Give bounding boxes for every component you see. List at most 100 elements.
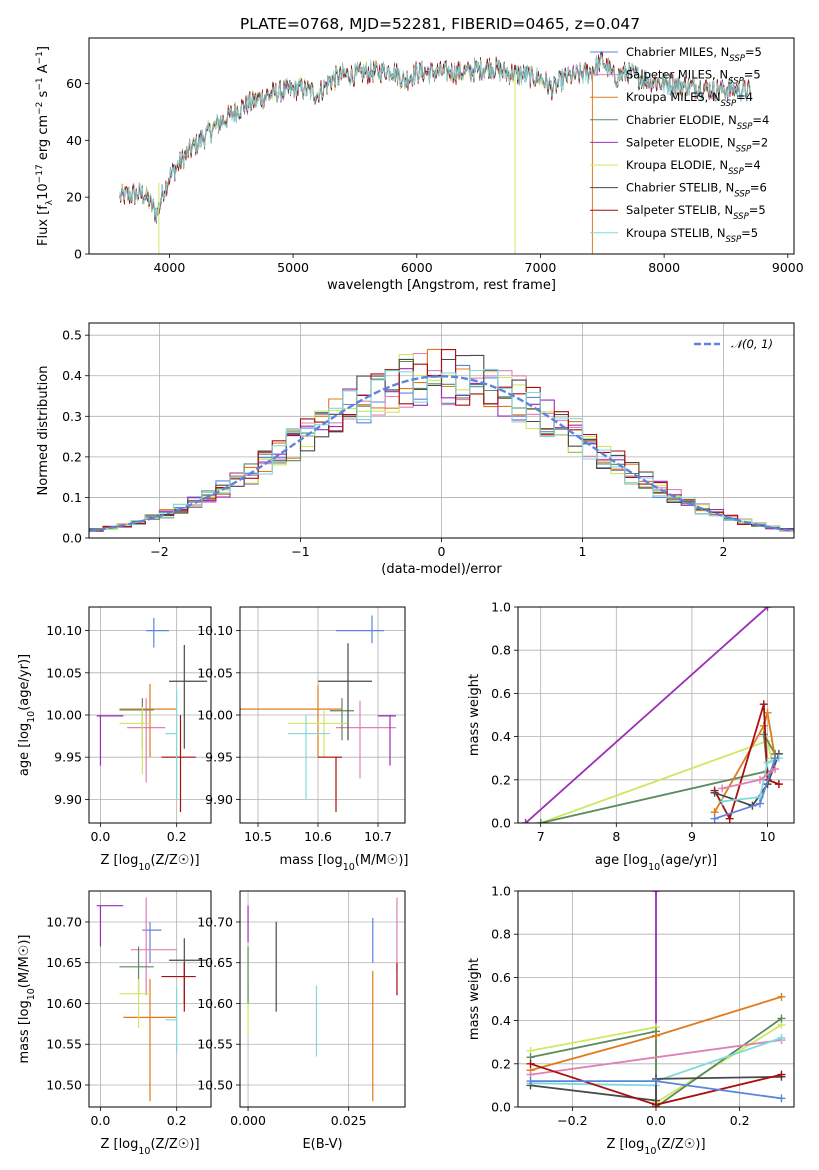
weight-marker-chabrier_miles xyxy=(652,1077,660,1086)
x-tick-label: 0.2 xyxy=(167,1113,187,1128)
weight-marker-chabrier_stelib xyxy=(710,788,719,797)
legend-label: Kroupa ELODIE, N xyxy=(626,158,728,172)
mass-weight-vs-metallicity-panel: −0.2 0.0 0.2 0.0 0.2 0.4 0.6 0.8 1.0 mass weight Z… xyxy=(467,884,795,1157)
label-part: (Z/Z☉)] xyxy=(656,1137,705,1152)
x-tick-label: 9000 xyxy=(772,260,804,275)
axes-frame xyxy=(88,37,795,255)
y-tick-label: 9.90 xyxy=(205,792,233,807)
spectrum-series-kroupa_stelib xyxy=(119,54,752,222)
x-tick-label: 10.5 xyxy=(244,829,272,844)
y-tick-label: 9.95 xyxy=(205,750,233,765)
legend-label: Kroupa MILES, N xyxy=(626,90,721,104)
spectrum-panel: 4000 5000 6000 7000 8000 9000 0 20 40 60 wavelengt… xyxy=(35,37,804,293)
weight-lines xyxy=(521,607,783,823)
legend-label: Chabrier ELODIE, N xyxy=(626,113,737,127)
label-part: ] xyxy=(36,46,51,51)
x-axis-label: E(B-V) xyxy=(302,1137,342,1152)
weight-marker-salpeter_miles xyxy=(718,784,727,793)
weight-series-salpeter_elodie xyxy=(525,607,769,823)
legend-n: =6 xyxy=(750,181,767,195)
x-axis-label: Z [log10(Z/Z☉)] xyxy=(100,853,199,873)
y-tick-label: 10.55 xyxy=(197,1037,233,1052)
error-bars xyxy=(247,897,398,1102)
x-tick-label: 0.000 xyxy=(230,1113,266,1128)
label-part: (M/M☉)] xyxy=(17,935,32,989)
axes-frame xyxy=(239,890,406,1108)
legend-sub: SSP xyxy=(728,167,744,177)
legend-sub: SSP xyxy=(737,122,753,132)
weight-marker-kroupa_stelib xyxy=(763,758,772,767)
y-tick-label: 10.05 xyxy=(46,665,82,680)
weight-series-kroupa_miles xyxy=(713,712,776,813)
y-tick-label: 10.70 xyxy=(197,914,233,929)
label-part: Flux [f xyxy=(36,205,51,246)
x-tick-label: 2 xyxy=(720,544,728,559)
legend-n: =4 xyxy=(744,158,761,172)
legend-sub: SSP xyxy=(729,54,745,64)
label-part: s xyxy=(36,90,51,101)
legend-entry: Salpeter MILES, NSSP=5 xyxy=(626,68,761,87)
weight-marker-kroupa_miles xyxy=(652,1031,660,1040)
axes-frame xyxy=(517,890,795,1108)
y-tick-label: 0.0 xyxy=(491,816,511,831)
axes-frame xyxy=(88,606,212,824)
weight-marker-salpeter_elodie xyxy=(763,607,772,611)
x-tick-label: 5000 xyxy=(277,260,309,275)
y-tick-label: 10.10 xyxy=(46,623,82,638)
age-vs-mass-panel: 10.5 10.6 10.7 9.90 9.95 10.00 10.05 10.10 mass … xyxy=(197,606,409,873)
legend-entry: Kroupa MILES, NSSP=4 xyxy=(626,90,753,109)
label-part: Z [log xyxy=(100,1137,138,1152)
y-tick-label: 0.0 xyxy=(62,531,82,546)
weight-series-salpeter_miles xyxy=(530,1039,782,1076)
x-tick-label: 10.7 xyxy=(364,829,392,844)
weight-marker-chabrier_elodie xyxy=(536,819,545,823)
y-tick-label: 0.8 xyxy=(491,927,511,942)
legend-entry: Chabrier MILES, NSSP=5 xyxy=(626,45,762,64)
x-axis-label: wavelength [Angstrom, rest frame] xyxy=(327,278,556,293)
x-tick-label: 1 xyxy=(579,544,587,559)
label-part: Z [log xyxy=(606,1137,644,1152)
weight-marker-chabrier_miles xyxy=(710,814,719,823)
y-tick-label: 10.10 xyxy=(197,623,233,638)
legend-label: Salpeter MILES, N xyxy=(626,68,728,82)
y-tick-label: 0.5 xyxy=(62,328,82,343)
weight-marker-salpeter_stelib xyxy=(526,1059,535,1068)
weight-marker-chabrier_miles xyxy=(526,1077,535,1086)
legend-entry: Chabrier ELODIE, NSSP=4 xyxy=(626,113,769,132)
y-tick-label: 10.65 xyxy=(197,955,233,970)
x-axis-label: mass [log10(M/M☉)] xyxy=(280,853,409,873)
x-tick-label: −2 xyxy=(150,544,168,559)
weight-series-chabrier_elodie xyxy=(530,1017,783,1107)
legend-sub: SSP xyxy=(733,212,749,222)
y-tick-label: 60 xyxy=(66,76,82,91)
y-axis-label: mass weight xyxy=(467,958,482,1040)
legend-label: Chabrier STELIB, N xyxy=(626,181,734,195)
label-part: 10 xyxy=(26,711,37,723)
x-tick-label: 9 xyxy=(688,829,696,844)
y-axis-label: age [log10(age/yr)] xyxy=(17,654,37,776)
x-tick-label: 0.0 xyxy=(90,829,110,844)
y-tick-label: 40 xyxy=(66,133,82,148)
y-axis-label: mass weight xyxy=(467,674,482,756)
weight-marker-chabrier_elodie xyxy=(759,730,768,739)
label-part: 10 xyxy=(644,1146,656,1157)
x-axis-label: (data-model)/error xyxy=(381,562,502,577)
x-tick-label: 8 xyxy=(612,829,620,844)
x-tick-label: −0.2 xyxy=(557,1113,587,1128)
y-tick-label: 0.4 xyxy=(491,1013,511,1028)
label-part: (Z/Z☉)] xyxy=(150,1137,199,1152)
y-tick-label: 0.2 xyxy=(491,772,511,787)
x-tick-label: 0.0 xyxy=(646,1113,666,1128)
legend-sub: SSP xyxy=(736,144,752,154)
y-tick-label: 10.00 xyxy=(46,708,82,723)
y-tick-label: 0.4 xyxy=(62,368,82,383)
y-tick-label: 10.65 xyxy=(46,955,82,970)
x-tick-label: 0.0 xyxy=(90,1113,110,1128)
legend-n: =2 xyxy=(751,135,768,149)
axes-frame xyxy=(239,606,406,824)
y-tick-label: 0.3 xyxy=(62,409,82,424)
legend-label: Salpeter STELIB, N xyxy=(626,203,733,217)
y-tick-label: 10.50 xyxy=(197,1077,233,1092)
